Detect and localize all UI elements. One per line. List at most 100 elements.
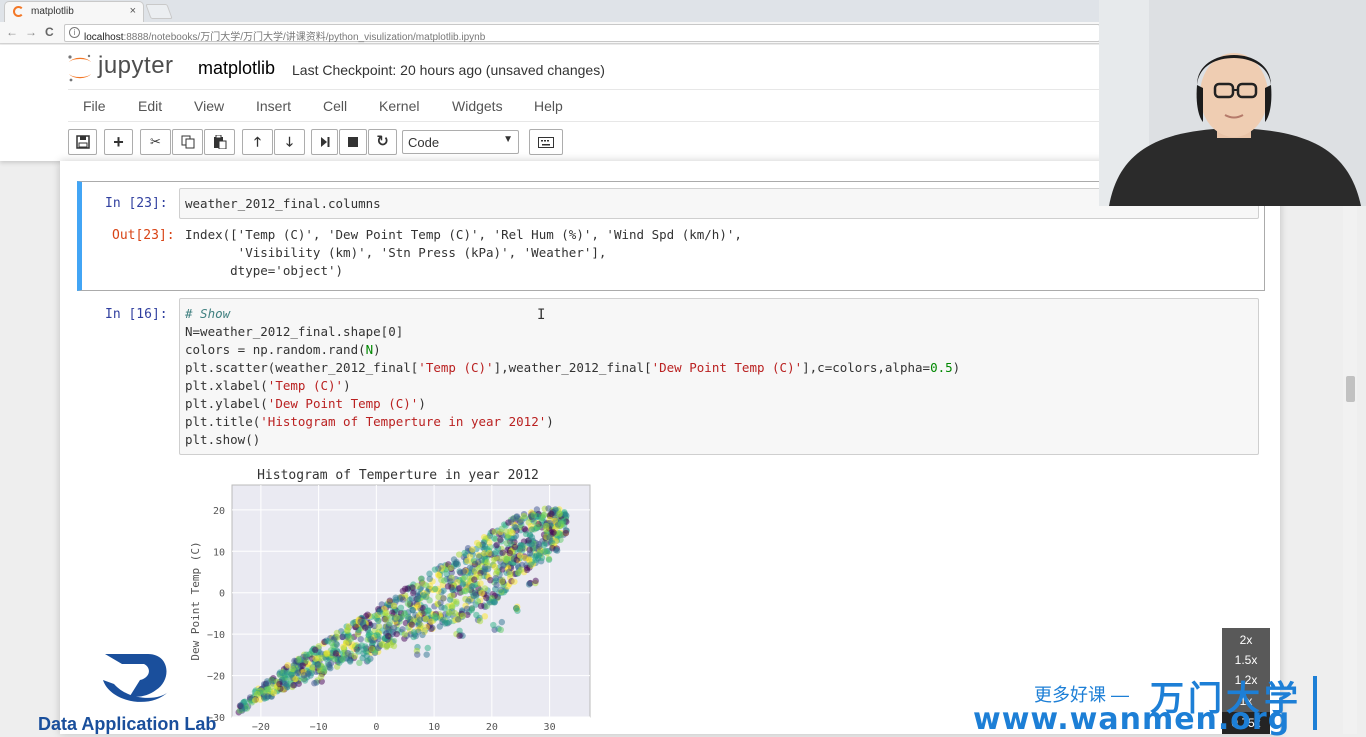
notebook-name[interactable]: matplotlib <box>198 58 276 78</box>
scatter-point <box>418 575 425 582</box>
chevron-down-icon: ▼ <box>503 134 513 145</box>
run-cell-button[interactable] <box>311 129 338 155</box>
scatter-point <box>497 555 504 562</box>
scatter-point <box>498 618 506 626</box>
jupyter-favicon-icon <box>13 6 24 17</box>
speed-option-0-75x[interactable]: 0.75x <box>1222 712 1270 734</box>
scatter-point <box>264 693 271 700</box>
scatter-point <box>426 597 433 604</box>
scatter-point <box>528 534 536 541</box>
scatter-point <box>526 550 534 557</box>
forward-icon[interactable]: → <box>25 25 37 39</box>
move-down-button[interactable]: 🡓 <box>274 129 305 155</box>
save-button[interactable] <box>68 129 97 155</box>
copy-button[interactable] <box>172 129 203 155</box>
command-palette-button[interactable] <box>529 129 563 155</box>
keyboard-icon <box>538 137 554 148</box>
scatter-point <box>463 605 471 612</box>
paste-button[interactable] <box>204 129 235 155</box>
menu-insert[interactable]: Insert <box>256 98 292 114</box>
cell-type-select[interactable]: Code ▼ <box>402 130 519 154</box>
scatter-point <box>414 651 421 658</box>
move-up-button[interactable]: 🡑 <box>242 129 273 155</box>
code-line: weather_2012_final.columns <box>185 196 381 211</box>
scatter-point <box>477 602 485 610</box>
scatter-point <box>431 585 439 593</box>
scatter-point <box>357 618 364 626</box>
scatter-point <box>538 554 546 562</box>
scatter-point <box>398 613 405 621</box>
insert-cell-button[interactable]: + <box>104 129 133 155</box>
menu-edit[interactable]: Edit <box>138 98 163 114</box>
scatter-point <box>497 626 504 634</box>
scatter-point <box>562 511 569 518</box>
restart-icon: ↻ <box>376 133 389 150</box>
code-cell-23[interactable] <box>77 181 1265 291</box>
menu-kernel[interactable]: Kernel <box>379 98 420 114</box>
scatter-point <box>246 694 254 701</box>
url-path: :8888/notebooks/万门大学/万门大学/讲课资料/python_vi… <box>123 32 486 43</box>
scatter-point <box>285 671 292 678</box>
code-line: # Show <box>185 306 231 321</box>
scatter-point <box>304 670 312 677</box>
info-icon[interactable]: i <box>69 27 80 38</box>
y-axis-label: Dew Point Temp (C) <box>189 541 202 660</box>
restart-kernel-button[interactable]: ↻ <box>368 129 397 155</box>
cut-button[interactable]: ✂ <box>140 129 171 155</box>
scatter-point <box>431 612 438 620</box>
scatter-point <box>449 592 456 599</box>
x-tick-label: 20 <box>486 722 498 733</box>
scatter-point <box>333 629 341 637</box>
menu-widgets[interactable]: Widgets <box>452 98 503 114</box>
scatter-point <box>312 655 319 662</box>
brand-watermark: 万门大学 <box>1150 679 1302 719</box>
scatter-point <box>512 524 520 531</box>
scrollbar-track[interactable] <box>1343 161 1357 734</box>
reload-icon[interactable]: C <box>45 25 54 39</box>
scatter-point <box>454 616 462 623</box>
code-input-area[interactable] <box>179 188 1259 219</box>
scatter-point <box>344 649 351 657</box>
y-tick-label: −20 <box>207 672 225 683</box>
speed-option-1-2x[interactable]: 1.2x <box>1234 673 1258 687</box>
jupyter-logo-text: jupyter <box>98 52 174 79</box>
scissors-icon: ✂ <box>150 134 161 149</box>
speed-option-2x[interactable]: 2x <box>1239 633 1253 647</box>
scatter-point <box>429 624 436 631</box>
scatter-point <box>342 640 350 648</box>
scatter-point <box>327 665 334 672</box>
scatter-point <box>550 529 557 536</box>
scatter-point <box>448 603 456 610</box>
scatter-point <box>355 648 362 655</box>
speed-option-1-5x[interactable]: 1.5x <box>1234 653 1258 667</box>
scatter-point <box>414 602 422 609</box>
menu-view[interactable]: View <box>194 98 225 114</box>
menu-file[interactable]: File <box>83 98 106 114</box>
scatter-point <box>431 566 439 573</box>
menu-cell[interactable]: Cell <box>323 98 348 114</box>
scatter-point <box>284 662 292 669</box>
speed-option-1x[interactable]: 1x <box>1239 694 1253 708</box>
output-line: 'Visibility (km)', 'Stn Press (kPa)', 'W… <box>185 245 607 260</box>
browser-tab[interactable]: matplotlib × <box>4 1 144 22</box>
url-input[interactable]: i localhost:8888/notebooks/万门大学/万门大学/讲课资… <box>64 24 1100 43</box>
code-line: plt.title('Histogram of Temperture in ye… <box>185 414 554 429</box>
tab-close-icon[interactable]: × <box>129 5 136 17</box>
scatter-point <box>416 616 424 623</box>
scatter-point <box>498 525 505 533</box>
scatter-point <box>490 598 497 605</box>
scatter-point <box>331 656 338 663</box>
scatter-point <box>473 611 480 619</box>
scatter-point <box>509 529 516 537</box>
scatter-point <box>348 635 355 642</box>
paste-icon <box>213 134 226 150</box>
back-icon[interactable]: ← <box>6 25 18 39</box>
scatter-point <box>364 657 372 664</box>
menu-help[interactable]: Help <box>534 98 563 114</box>
scatter-point <box>500 562 507 569</box>
code-input-area[interactable] <box>179 298 1259 455</box>
scatter-point <box>481 585 489 592</box>
scrollbar-thumb[interactable] <box>1346 376 1355 402</box>
interrupt-kernel-button[interactable] <box>339 129 367 155</box>
scatter-point <box>503 555 511 563</box>
